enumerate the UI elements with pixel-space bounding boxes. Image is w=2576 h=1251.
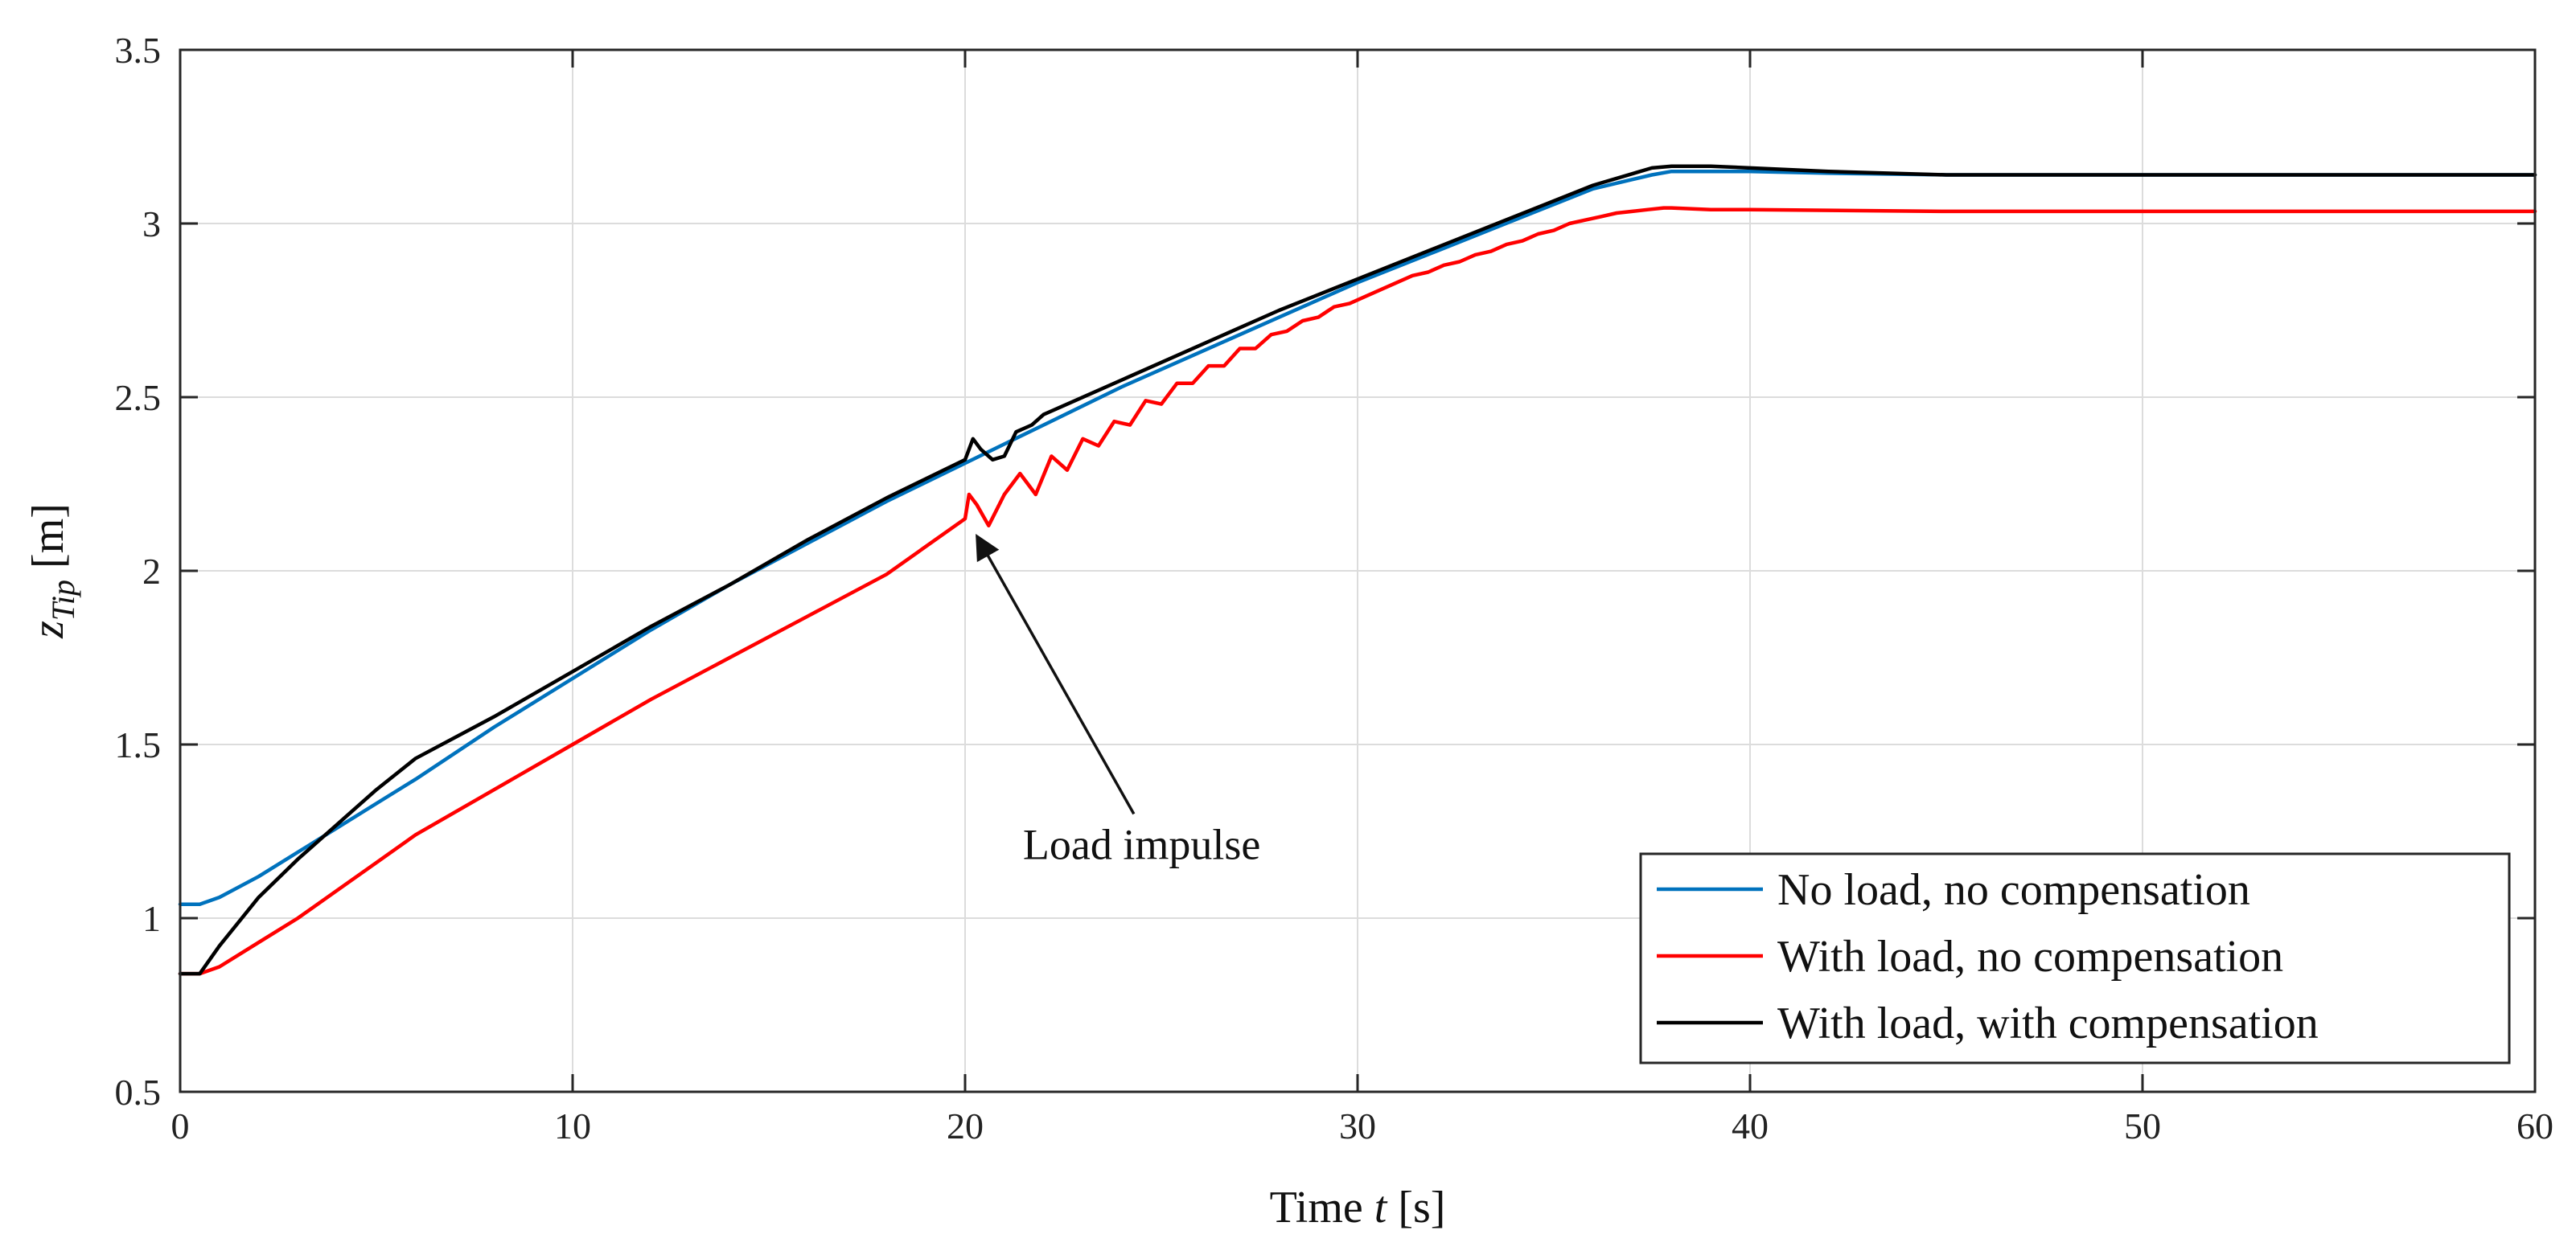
legend-entry-label: No load, no compensation <box>1777 865 2250 915</box>
y-axis-label: zTip [m] <box>23 503 81 639</box>
series-line-2 <box>178 206 2537 976</box>
y-tick-label: 1.5 <box>115 724 162 765</box>
y-tick-label: 0.5 <box>115 1072 162 1113</box>
legend-entry-label: With load, no compensation <box>1777 932 2283 982</box>
x-axis-label: Time t [s] <box>1270 1183 1446 1233</box>
x-axis-label-text: Time <box>1270 1183 1363 1233</box>
data-series <box>178 164 2537 976</box>
y-tick-label: 3 <box>142 203 161 244</box>
y-axis-label-unit: [m] <box>23 503 73 568</box>
legend-box <box>1639 852 2511 1064</box>
y-tick-label: 3.5 <box>115 30 162 71</box>
x-tick-label: 30 <box>1339 1105 1376 1146</box>
annotation-label: Load impulse <box>1023 821 1260 869</box>
legend: No load, no compensation With load, no co… <box>1639 852 2511 1064</box>
y-tick-label: 2 <box>142 551 161 592</box>
series-line-1 <box>178 169 2537 906</box>
x-tick-label: 40 <box>1732 1105 1769 1146</box>
y-tick-label: 2.5 <box>115 377 162 418</box>
y-axis-label-subscript: Tip <box>45 580 81 621</box>
grid-lines <box>180 50 2535 1092</box>
annotation-arrow <box>976 534 1136 815</box>
x-axis-label-unit: [s] <box>1398 1183 1445 1233</box>
x-tick-label: 20 <box>947 1105 984 1146</box>
legend-entry-label: With load, with compensation <box>1777 999 2319 1048</box>
x-tick-label: 60 <box>2516 1105 2553 1146</box>
y-tick-label: 1 <box>142 898 161 939</box>
annotation-group: Load impulse <box>976 534 1260 869</box>
y-axis-label-var: z <box>23 621 73 639</box>
x-axis-label-var: t <box>1374 1183 1388 1233</box>
x-tick-label: 10 <box>554 1105 591 1146</box>
x-tick-label: 50 <box>2124 1105 2161 1146</box>
x-tick-label: 0 <box>171 1105 190 1146</box>
axis-ticks: 0 10 20 30 40 50 60 0.5 1 1.5 2 2.5 3 3.5 <box>115 30 2554 1146</box>
series-line-3 <box>178 164 2537 976</box>
